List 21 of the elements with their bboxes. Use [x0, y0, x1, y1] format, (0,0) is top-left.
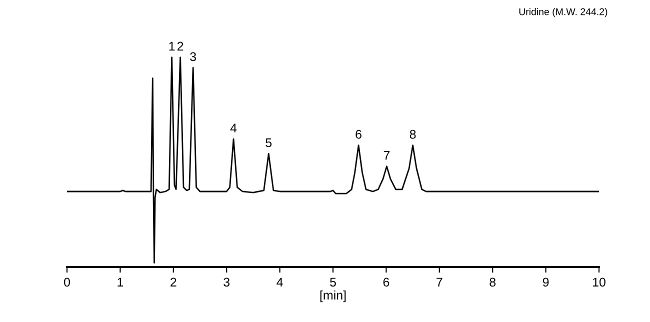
x-tick-label: 1 — [118, 278, 124, 286]
chart-title: Uridine (M.W. 244.2) — [519, 8, 608, 18]
x-tick-label: 10 — [593, 278, 606, 287]
x-tick-label: 2 — [170, 278, 176, 286]
annotation: 4 — [230, 124, 237, 132]
annotation: 2 — [177, 42, 184, 51]
x-tick-label: 0 — [64, 278, 70, 287]
annotation: 3 — [190, 52, 196, 62]
annotation: 6 — [356, 130, 362, 139]
x-axis-title: [min] — [320, 290, 346, 302]
x-tick-label: 7 — [436, 278, 442, 286]
annotation: 5 — [266, 138, 272, 148]
x-tick-label: 6 — [383, 278, 390, 287]
annotation: 8 — [410, 130, 416, 139]
x-tick-label: 9 — [542, 278, 549, 287]
x-tick-label: 4 — [276, 278, 283, 286]
x-tick-label: 5 — [330, 278, 336, 287]
annotation: 1 — [169, 42, 175, 51]
annotation: 7 — [384, 150, 390, 160]
x-tick-label: 8 — [490, 278, 496, 287]
x-tick-label: 3 — [224, 278, 230, 287]
